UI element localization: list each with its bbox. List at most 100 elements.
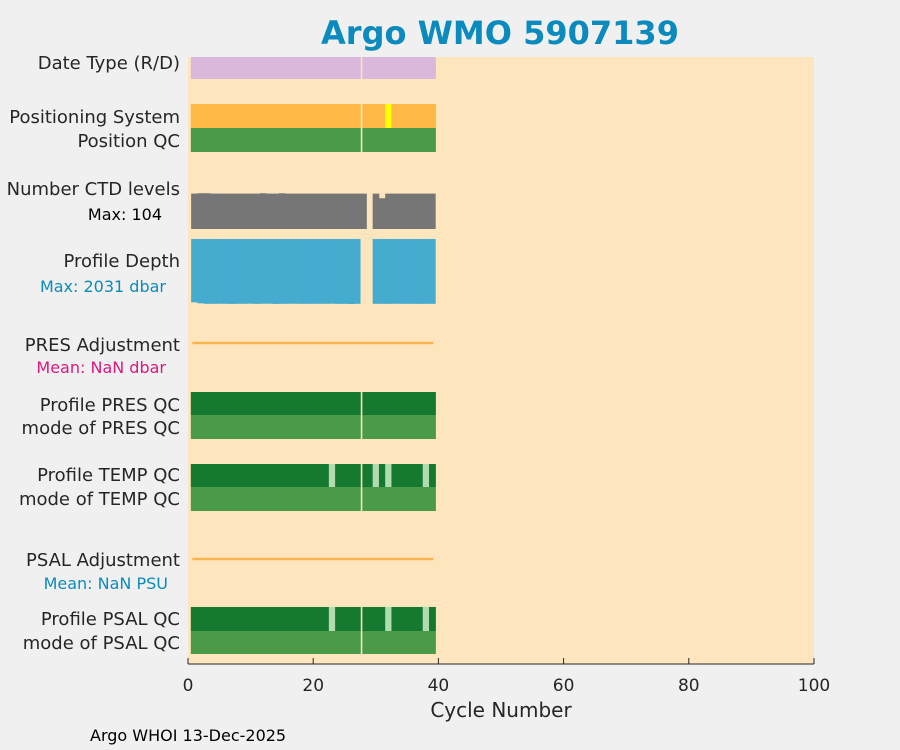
profile-temp-qc-light-bar [372,464,379,487]
profile-depth-bar [316,239,323,304]
profile-temp-qc-light-bar [328,464,336,487]
chart-title: Argo WMO 5907139 [321,14,679,52]
x-tick-label: 80 [678,676,700,696]
ctd-levels-bar [278,193,286,229]
ctd-levels-bar [353,193,361,229]
ctd-levels-bar [253,193,261,229]
profile-depth-bar [422,239,430,304]
profile-depth-bar [228,239,236,304]
profile-depth-bar [247,239,255,304]
profile-depth-bar [291,239,298,304]
ctd-levels-bar [234,193,242,229]
profile-depth-bar [297,239,305,304]
mode-psal-qc-bar-segment [362,631,436,654]
ctd-levels-bar [247,193,255,229]
profile-depth-bar [266,239,273,304]
ctd-levels-bar [385,193,392,229]
x-tick-label: 0 [183,676,194,696]
profile-depth-bar [203,239,211,304]
profile-psal-qc-bar-segment [190,607,361,631]
profile-depth-bar [403,239,411,304]
label-position-qc: Position QC [77,131,180,152]
profile-depth-bar [191,239,198,303]
profile-depth-bar [341,239,349,304]
ctd-levels-bar [347,193,355,229]
profile-depth-bar [391,239,399,304]
label-date-type: Date Type (R/D) [38,53,180,74]
label-mode-temp-qc: mode of TEMP QC [19,489,180,510]
profile-temp-qc-light-bar [422,464,430,487]
ctd-levels-bar [266,193,273,229]
ctd-levels-bar [328,193,336,229]
profile-depth-bar [272,239,280,304]
label-number-ctd-levels: Number CTD levels [7,179,180,200]
positioning-system-bar-segment [190,104,361,128]
profile-depth-bar [197,239,205,304]
label-mode-pres-qc: mode of PRES QC [22,418,180,439]
label-profile-psal-qc: Profile PSAL QC [41,609,180,630]
ctd-levels-bar [216,193,223,229]
x-tick-label: 100 [798,676,830,696]
profile-depth-bar [378,239,386,304]
profile-temp-qc-bar-segment [190,464,361,487]
profile-depth-bar [429,239,436,304]
profile-psal-qc-light-bar [385,607,392,631]
ctd-levels-bar [422,193,430,229]
profile-pres-qc-bar-segment [190,392,361,415]
positioning-system-bar-segment [362,104,436,128]
x-tick-label: 40 [428,676,450,696]
plot-area [188,57,814,664]
ctd-levels-bar [372,193,380,229]
ctd-levels-bar [191,193,198,229]
x-axis-title: Cycle Number [430,698,572,722]
profile-depth-bar [372,239,380,304]
profile-depth-bar [259,239,267,304]
profile-depth-bar [353,239,361,304]
profile-depth-bar [397,239,405,304]
date-type-bar-segment [190,57,361,79]
profile-depth-bar [410,239,417,304]
profile-depth-bar [385,239,392,304]
footer-text: Argo WHOI 13-Dec-2025 [90,726,286,745]
ctd-levels-bar [222,193,230,229]
profile-pres-qc-bar-segment [362,392,436,415]
profile-depth-bar [278,239,286,304]
x-axis: 0 20 40 60 80 100 [183,658,830,696]
ctd-levels-bar [272,193,280,229]
label-mode-psal-qc: mode of PSAL QC [23,633,180,654]
label-ctd-max: Max: 104 [88,205,162,224]
mode-pres-qc-bar-segment [362,415,436,439]
ctd-levels-bar [341,193,349,229]
ctd-levels-bar [391,193,399,229]
mode-psal-qc-bar-segment [190,631,361,654]
profile-depth-bar [303,239,311,304]
label-psal-mean: Mean: NaN PSU [44,574,168,593]
ctd-levels-bar [303,193,311,229]
label-pres-adjustment: PRES Adjustment [25,335,180,356]
mode-pres-qc-bar-segment [190,415,361,439]
ctd-levels-bar [209,193,217,229]
label-depth-max: Max: 2031 dbar [40,277,166,296]
ctd-levels-bar [310,193,317,229]
ctd-levels-bar [203,193,211,229]
profile-depth-bar [234,239,242,304]
row-labels: Date Type (R/D) Positioning System Posit… [7,53,180,654]
ctd-levels-bar [285,193,292,229]
profile-depth-bar [416,239,424,304]
label-profile-temp-qc: Profile TEMP QC [37,465,180,486]
profile-psal-qc-light-bar [328,607,336,631]
mode-temp-qc-bar-segment [190,487,361,511]
ctd-levels-bar [259,193,267,229]
profile-psal-qc-light-bar [422,607,430,631]
ctd-levels-bar [429,193,436,229]
ctd-levels-bar [291,193,298,229]
label-profile-pres-qc: Profile PRES QC [40,395,180,416]
profile-depth-bar [216,239,223,304]
position-qc-bar-segment [190,128,361,152]
ctd-levels-bar [297,193,305,229]
ctd-levels-bar [241,193,248,229]
profile-depth-bar [285,239,292,304]
ctd-levels-bar [397,193,405,229]
profile-depth-bar [328,239,336,304]
label-psal-adjustment: PSAL Adjustment [26,550,180,571]
